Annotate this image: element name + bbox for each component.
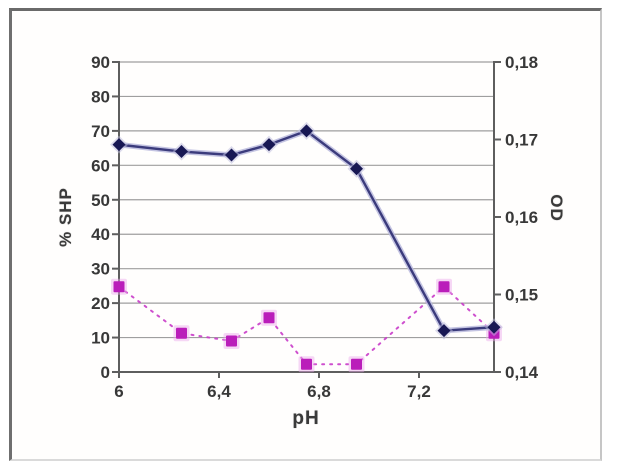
left-axis-tick-label: 40 (91, 225, 110, 244)
od-series-line (118, 285, 495, 366)
left-axis-tick-label: 50 (91, 191, 110, 210)
left-axis-tick-label: 20 (91, 294, 110, 313)
shp-data-point (225, 148, 238, 162)
left-axis-tick-label: 70 (91, 122, 110, 141)
x-axis-tick-label: 6,8 (307, 382, 331, 401)
left-y-axis-title: % SHP (56, 187, 75, 247)
od-data-point (351, 358, 362, 370)
shp-data-point (262, 138, 276, 152)
shp-data-point (300, 124, 313, 138)
shp-data-point (350, 162, 363, 176)
right-axis-tick-label: 0,15 (505, 286, 538, 305)
od-data-point (263, 312, 275, 324)
x-axis-tick-label: 6,4 (207, 382, 231, 401)
left-axis-tick-label: 80 (91, 87, 110, 106)
right-axis-tick-label: 0,17 (505, 131, 538, 150)
shp-series-line-halo (118, 128, 495, 334)
shp-data-point (437, 324, 451, 338)
left-axis-tick-label: 30 (91, 260, 110, 279)
right-axis-tick-label: 0,18 (505, 53, 538, 72)
left-axis-tick-label: 90 (91, 53, 110, 72)
left-axis-tick-label: 60 (91, 156, 110, 175)
x-axis-tick-label: 7,2 (407, 382, 431, 401)
od-data-point (176, 327, 187, 339)
x-axis-title: pH (292, 408, 320, 429)
right-axis-tick-label: 0,14 (505, 363, 539, 382)
od-data-point (113, 281, 125, 293)
left-axis-tick-label: 0 (101, 363, 110, 382)
left-axis-tick-label: 10 (91, 329, 110, 348)
od-data-point (438, 281, 450, 293)
shp-data-point (112, 138, 126, 152)
shp-data-point (175, 145, 188, 159)
shp-data-point (487, 320, 501, 334)
od-data-point (301, 358, 312, 370)
x-axis-tick-label: 6 (114, 382, 123, 401)
right-y-axis-title: OD (547, 194, 566, 222)
shp-series-line (118, 129, 495, 332)
right-axis-tick-label: 0,16 (505, 208, 538, 227)
od-data-point (226, 335, 237, 347)
